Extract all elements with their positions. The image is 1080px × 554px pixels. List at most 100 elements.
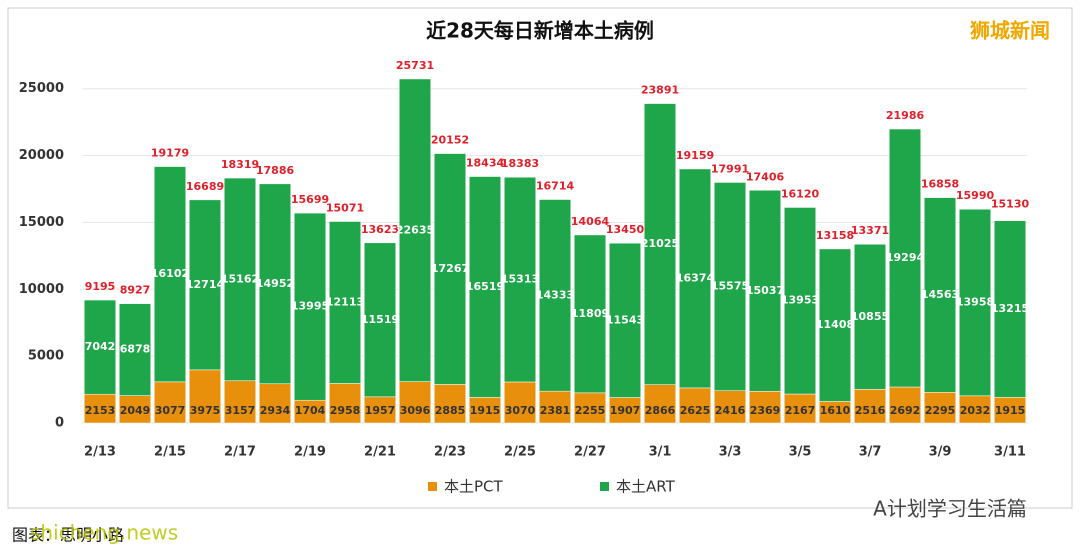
bar-segment [84, 299, 116, 395]
segment-label: 2381 [540, 404, 571, 417]
bar-segment [994, 397, 1026, 424]
bar-segment [154, 166, 186, 383]
total-label: 9195 [85, 280, 116, 293]
x-tick-label: 3/9 [929, 445, 952, 460]
bar-segment [784, 207, 816, 395]
total-label: 8927 [120, 284, 151, 297]
bar-segment [119, 303, 151, 396]
x-tick-label: 2/25 [504, 445, 536, 460]
bar-segment [329, 221, 361, 384]
bar-segment [889, 128, 921, 388]
bar-segment [399, 78, 431, 382]
bar-segment [644, 384, 676, 424]
segment-label: 15575 [711, 280, 749, 293]
bar-segment [259, 383, 291, 424]
bar-segment [924, 392, 956, 424]
watermark: 狮城新闻 [970, 19, 1050, 43]
bar-segment [854, 389, 886, 424]
segment-label: 16102 [151, 267, 189, 280]
bar-segment [504, 381, 536, 424]
segment-label: 6878 [120, 343, 151, 356]
bar-segment [714, 390, 746, 424]
total-label: 21986 [886, 109, 925, 122]
bar-segment [84, 393, 116, 424]
legend-swatch [428, 482, 437, 491]
x-tick-label: 2/15 [154, 445, 186, 460]
segment-label: 2692 [890, 404, 921, 417]
total-label: 25731 [396, 59, 434, 72]
bar-segment [364, 242, 396, 398]
segment-label: 11408 [816, 318, 854, 331]
segment-label: 2958 [330, 404, 361, 417]
segment-label: 1957 [365, 404, 396, 417]
x-tick-label: 2/17 [224, 445, 256, 460]
segment-label: 13958 [956, 296, 994, 309]
segment-label: 10855 [851, 310, 889, 323]
x-tick-label: 3/11 [994, 445, 1026, 460]
bar-segment [434, 153, 466, 385]
x-tick-label: 2/27 [574, 445, 606, 460]
total-label: 15699 [291, 193, 329, 206]
total-label: 15990 [956, 189, 995, 202]
segment-label: 2049 [120, 404, 151, 417]
y-tick-label: 25000 [19, 81, 64, 96]
segment-label: 1915 [470, 404, 501, 417]
x-tick-label: 3/7 [859, 445, 882, 460]
total-label: 17406 [746, 170, 785, 183]
bar-segment [609, 397, 641, 424]
bar-segment [259, 183, 291, 385]
segment-label: 2255 [575, 404, 606, 417]
total-label: 14064 [571, 215, 610, 228]
bar-segment [679, 387, 711, 424]
bar-segment [749, 190, 781, 392]
x-tick-label: 3/5 [789, 445, 812, 460]
bar-segment [469, 397, 501, 424]
segment-label: 21025 [641, 237, 679, 250]
channel: A计划学习生活篇 [873, 497, 1027, 521]
segment-label: 2416 [715, 404, 746, 417]
total-label: 19179 [151, 147, 189, 160]
x-tick-label: 2/23 [434, 445, 466, 460]
bar-segment [504, 176, 536, 383]
total-label: 16120 [781, 187, 820, 200]
bar-segment [539, 199, 571, 392]
total-label: 13158 [816, 229, 854, 242]
bar-segment [959, 395, 991, 424]
total-label: 16689 [186, 180, 224, 193]
segment-label: 17267 [431, 262, 469, 275]
x-tick-label: 2/13 [84, 445, 116, 460]
bar-segment [819, 248, 851, 402]
bar-segment [434, 384, 466, 424]
total-label: 19159 [676, 149, 714, 162]
bar-segment [189, 369, 221, 424]
total-label: 17886 [256, 164, 295, 177]
segment-label: 2866 [645, 404, 676, 417]
bar-segment [574, 234, 606, 394]
x-tick-label: 3/1 [649, 445, 672, 460]
y-tick-label: 5000 [28, 349, 64, 364]
total-label: 17991 [711, 162, 749, 175]
y-tick-label: 0 [55, 416, 64, 431]
x-tick-label: 2/21 [364, 445, 396, 460]
segment-label: 14952 [256, 277, 294, 290]
bar-segment [749, 391, 781, 424]
bar-segment [889, 386, 921, 424]
segment-label: 12113 [326, 295, 364, 308]
segment-label: 13953 [781, 294, 819, 307]
bar-segment [224, 177, 256, 382]
bar-segment [574, 392, 606, 424]
y-tick-label: 20000 [19, 148, 64, 163]
segment-label: 15313 [501, 273, 539, 286]
segment-label: 16519 [466, 280, 504, 293]
segment-label: 1610 [820, 404, 851, 417]
segment-label: 3975 [190, 404, 221, 417]
segment-label: 2516 [855, 404, 886, 417]
segment-label: 2625 [680, 404, 711, 417]
segment-label: 3077 [155, 404, 186, 417]
segment-label: 15162 [221, 272, 259, 285]
total-label: 18434 [466, 157, 505, 170]
bar-segment [399, 381, 431, 424]
bar-segment [609, 242, 641, 398]
segment-label: 15037 [746, 284, 784, 297]
bar-segment [644, 103, 676, 385]
